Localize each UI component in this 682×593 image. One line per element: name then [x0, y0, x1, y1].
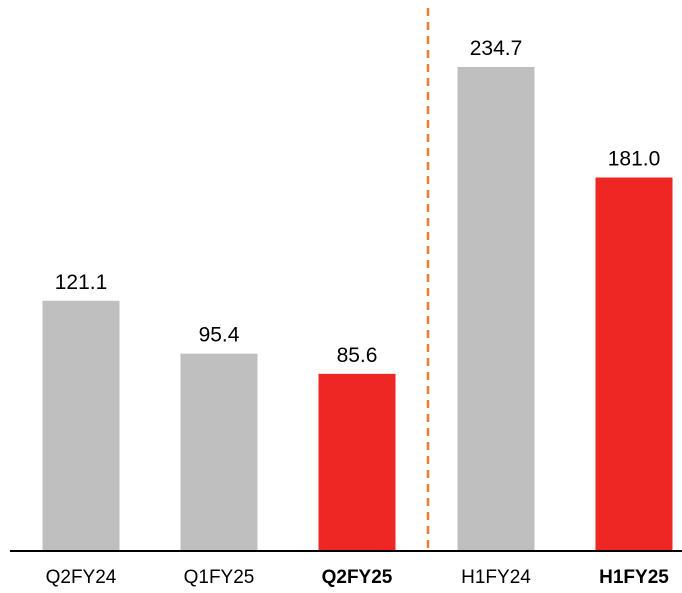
bar-h1fy24 — [457, 66, 535, 550]
value-label: 85.6 — [337, 344, 378, 367]
category-label: Q2FY25 — [322, 567, 393, 588]
category-label: Q1FY25 — [184, 567, 255, 588]
bar-q2fy25 — [318, 373, 396, 550]
value-label: 234.7 — [470, 37, 523, 60]
category-label: Q2FY24 — [46, 567, 117, 588]
category-label: H1FY24 — [461, 567, 531, 588]
bar-h1fy25 — [595, 177, 673, 550]
bar-q1fy25 — [180, 353, 258, 550]
bar-q2fy24 — [42, 300, 120, 550]
category-label: H1FY25 — [599, 567, 669, 588]
value-label: 121.1 — [55, 271, 108, 294]
value-label: 181.0 — [608, 148, 661, 171]
value-label: 95.4 — [199, 324, 240, 347]
